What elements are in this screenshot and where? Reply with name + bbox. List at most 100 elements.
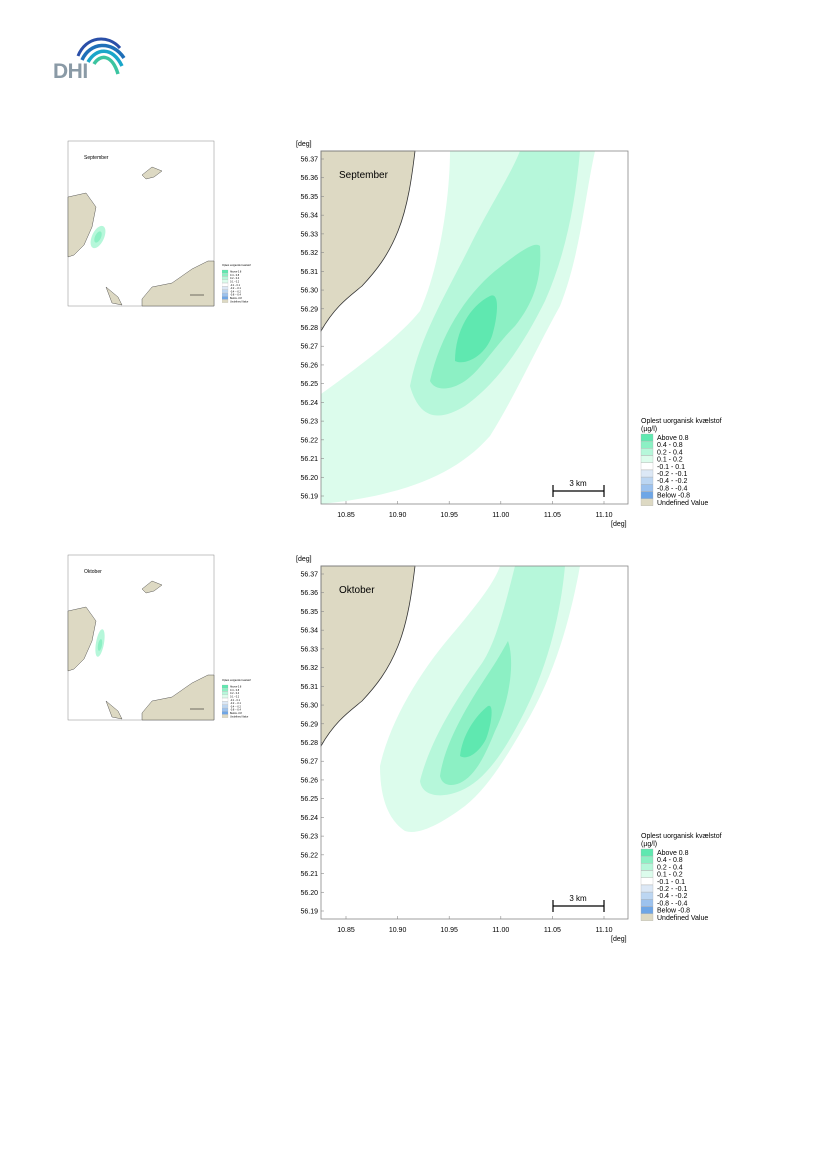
thumb-legend-label: Above 0.8 [230,271,242,274]
thumb-legend-label: 0.4 - 0.8 [230,274,240,277]
thumb-legend-label: -0.8 - -0.4 [230,709,241,712]
x-unit-label: [deg] [611,521,627,528]
y-tick-label: 56.32 [300,250,318,257]
y-tick-label: 56.34 [300,628,318,635]
y-tick-label: 56.36 [300,175,318,182]
y-tick-label: 56.29 [300,306,318,313]
y-tick-label: 56.24 [300,400,318,407]
thumb-legend-swatch [221,694,229,698]
legend-entry-label: 0.4 - 0.8 [657,442,683,449]
legend-swatch [640,906,654,914]
y-tick-label: 56.33 [300,646,318,653]
legend-swatch [640,484,654,492]
thumbnail-legend-september: Oplest uorganisk kvælstof Above 0.8 0.4 - … [221,262,262,312]
y-unit-label: [deg] [296,556,312,563]
thumb-legend-label: -0.8 - -0.4 [230,294,241,297]
thumb-legend-label: -0.2 - -0.1 [230,702,241,705]
thumb-legend-label: 0.2 - 0.4 [230,692,240,695]
thumb-legend-swatch [221,704,229,708]
x-tick-label: 10.90 [389,927,407,934]
legend-entry-label: Above 0.8 [657,435,689,442]
y-tick-label: 56.28 [300,740,318,747]
thumb-legend-label: Above 0.8 [230,686,242,689]
y-tick-label: 56.31 [300,684,318,691]
legend-swatch [640,856,654,864]
y-tick-label: 56.22 [300,852,318,859]
thumb-legend-swatch [221,273,229,277]
main-map-september: 56.37 56.36 56.35 56.34 56.33 56.32 56.31 56.30… [280,136,720,536]
y-tick-label: 56.35 [300,194,318,201]
legend-swatch [640,441,654,449]
thumb-legend-swatch [221,711,229,715]
thumb-legend-label: 0.1 - 0.2 [230,696,240,699]
x-tick-label: 10.85 [337,512,355,519]
y-tick-label: 56.34 [300,213,318,220]
month-label-oktober: Oktober [339,585,375,596]
thumbnail-map-september: September [62,137,222,317]
x-tick-label: 11.05 [544,927,561,934]
thumb-legend-label: 0.2 - 0.4 [230,277,240,280]
thumb-legend-swatch [221,286,229,290]
thumb-legend-swatch [221,691,229,695]
thumb-legend-swatch [221,279,229,283]
thumb-legend-swatch [221,289,229,293]
legend-entry-label: -0.1 - 0.1 [657,464,685,471]
y-tick-label: 56.26 [300,777,318,784]
legend-entry-label: -0.2 - -0.1 [657,471,687,478]
scale-bar: 3 km [552,479,605,497]
legend-swatch [640,892,654,900]
y-tick-label: 56.36 [300,590,318,597]
x-tick-label: 11.10 [596,927,613,934]
thumb-legend-label: -0.4 - -0.2 [230,290,241,293]
y-tick-label: 56.21 [300,456,318,463]
y-tick-label: 56.27 [300,344,318,351]
dhi-logo-icon [76,37,126,75]
legend-entry-label: -0.1 - 0.1 [657,879,685,886]
y-tick-label: 56.30 [300,288,318,295]
thumb-legend-swatch [221,684,229,689]
legend-entry-label: Undefined Value [657,500,708,507]
legend-entry-label: -0.4 - -0.2 [657,478,687,485]
legend-entry-label: 0.1 - 0.2 [657,457,683,464]
y-tick-label: 56.19 [300,494,318,501]
thumb-legend-label: Below -0.8 [230,297,242,300]
y-tick-label: 56.27 [300,759,318,766]
concentration-contours [380,566,580,832]
thumbnail-label-oktober: Oktober [84,569,102,575]
legend-entry-label: Below -0.8 [657,908,690,915]
thumb-legend-swatch [221,701,229,705]
y-tick-label: 56.33 [300,231,318,238]
y-tick-label: 56.21 [300,871,318,878]
dhi-logo: DHI [50,36,130,84]
thumbnail-map-oktober: Oktober [62,551,222,731]
x-tick-label: 11.00 [492,927,509,934]
thumb-legend-swatch [221,708,229,712]
legend-entry-label: -0.4 - -0.2 [657,893,687,900]
legend-entry-label: -0.2 - -0.1 [657,886,687,893]
thumb-legend-label: -0.2 - -0.1 [230,287,241,290]
thumb-legend-label: 0.4 - 0.8 [230,689,240,692]
y-tick-label: 56.23 [300,834,318,841]
legend-swatch [640,848,654,857]
y-tick-label: 56.20 [300,890,318,897]
thumb-legend-swatch [221,276,229,280]
y-tick-label: 56.22 [300,437,318,444]
x-tick-label: 10.95 [440,927,458,934]
legend-unit: (µg/l) [641,841,657,848]
legend-swatch [640,877,654,885]
coastline-land [320,150,416,333]
legend-swatch [640,448,654,456]
legend-swatch [640,455,654,463]
y-tick-label: 56.35 [300,609,318,616]
x-tick-label: 10.95 [440,512,458,519]
thumb-legend-swatch [221,269,229,274]
legend-entry-label: Undefined Value [657,915,708,922]
thumb-legend-title: Oplest uorganisk kvælstof [222,264,251,267]
y-tick-label: 56.23 [300,419,318,426]
y-tick-label: 56.19 [300,909,318,916]
y-tick-label: 56.37 [300,157,318,164]
y-tick-label: 56.24 [300,815,318,822]
thumb-legend-swatch [221,296,229,300]
legend-entry-label: -0.8 - -0.4 [657,485,687,492]
legend-entry-label: -0.8 - -0.4 [657,900,687,907]
